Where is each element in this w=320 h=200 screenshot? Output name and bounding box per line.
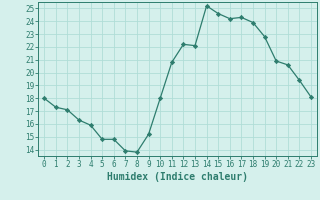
X-axis label: Humidex (Indice chaleur): Humidex (Indice chaleur)	[107, 172, 248, 182]
